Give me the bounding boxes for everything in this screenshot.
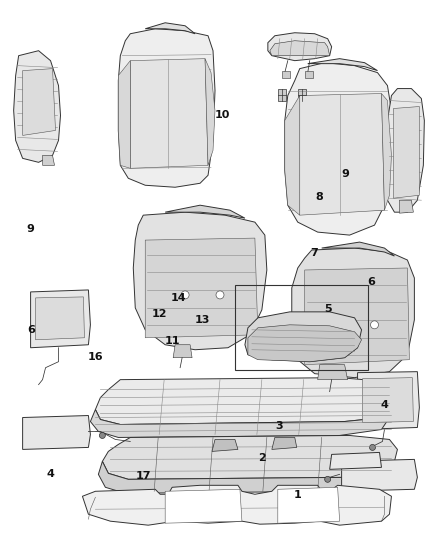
Polygon shape [118, 61, 130, 168]
Text: 13: 13 [195, 314, 210, 325]
Polygon shape [298, 88, 306, 101]
Text: 12: 12 [151, 309, 167, 319]
Polygon shape [300, 94, 385, 215]
Polygon shape [145, 23, 195, 34]
Text: 14: 14 [171, 293, 187, 303]
Polygon shape [23, 69, 56, 135]
Polygon shape [292, 248, 414, 378]
Circle shape [99, 432, 106, 439]
Text: 4: 4 [46, 469, 54, 479]
Polygon shape [278, 88, 286, 101]
Polygon shape [363, 378, 413, 423]
Polygon shape [278, 487, 339, 523]
Polygon shape [272, 438, 297, 449]
Polygon shape [282, 71, 290, 78]
Polygon shape [82, 486, 392, 525]
Polygon shape [321, 242, 395, 256]
Polygon shape [42, 155, 54, 165]
Polygon shape [95, 378, 395, 424]
Polygon shape [305, 71, 313, 78]
Circle shape [370, 445, 375, 450]
Polygon shape [330, 453, 381, 470]
Text: 5: 5 [324, 304, 332, 314]
Text: 1: 1 [293, 490, 301, 500]
Circle shape [216, 291, 224, 299]
Polygon shape [399, 200, 413, 213]
Polygon shape [35, 297, 85, 340]
Text: 3: 3 [276, 421, 283, 431]
Polygon shape [145, 238, 258, 338]
Polygon shape [102, 435, 397, 479]
Polygon shape [385, 88, 424, 212]
Polygon shape [393, 107, 419, 198]
Polygon shape [23, 416, 90, 449]
Polygon shape [318, 365, 348, 379]
Polygon shape [248, 325, 361, 362]
Polygon shape [118, 29, 215, 187]
Text: 7: 7 [311, 248, 318, 258]
Text: 2: 2 [258, 453, 266, 463]
Polygon shape [285, 95, 300, 215]
Polygon shape [130, 59, 208, 168]
Polygon shape [305, 268, 410, 365]
Text: 8: 8 [315, 192, 323, 203]
Circle shape [181, 291, 189, 299]
Polygon shape [245, 312, 361, 362]
Circle shape [325, 477, 331, 482]
Text: 6: 6 [367, 278, 375, 287]
Circle shape [336, 321, 343, 329]
Polygon shape [165, 205, 245, 218]
Polygon shape [14, 51, 60, 163]
Polygon shape [99, 462, 395, 493]
Text: 10: 10 [215, 110, 230, 120]
Polygon shape [268, 33, 332, 61]
Polygon shape [133, 212, 267, 350]
Polygon shape [270, 41, 330, 55]
Polygon shape [205, 59, 215, 165]
Polygon shape [357, 372, 419, 430]
Polygon shape [173, 345, 192, 358]
Polygon shape [212, 439, 238, 451]
Polygon shape [90, 408, 392, 438]
Polygon shape [31, 290, 90, 348]
Polygon shape [308, 59, 378, 71]
Circle shape [371, 321, 378, 329]
Text: 16: 16 [88, 352, 104, 362]
Polygon shape [342, 459, 417, 491]
Polygon shape [381, 94, 392, 210]
Text: 9: 9 [26, 224, 34, 235]
Polygon shape [165, 489, 242, 523]
Text: 17: 17 [136, 471, 152, 481]
Text: 4: 4 [381, 400, 389, 410]
Bar [235, 285, 367, 370]
Text: 9: 9 [341, 168, 349, 179]
Text: 11: 11 [164, 336, 180, 346]
Text: 6: 6 [27, 325, 35, 335]
Polygon shape [285, 63, 392, 235]
